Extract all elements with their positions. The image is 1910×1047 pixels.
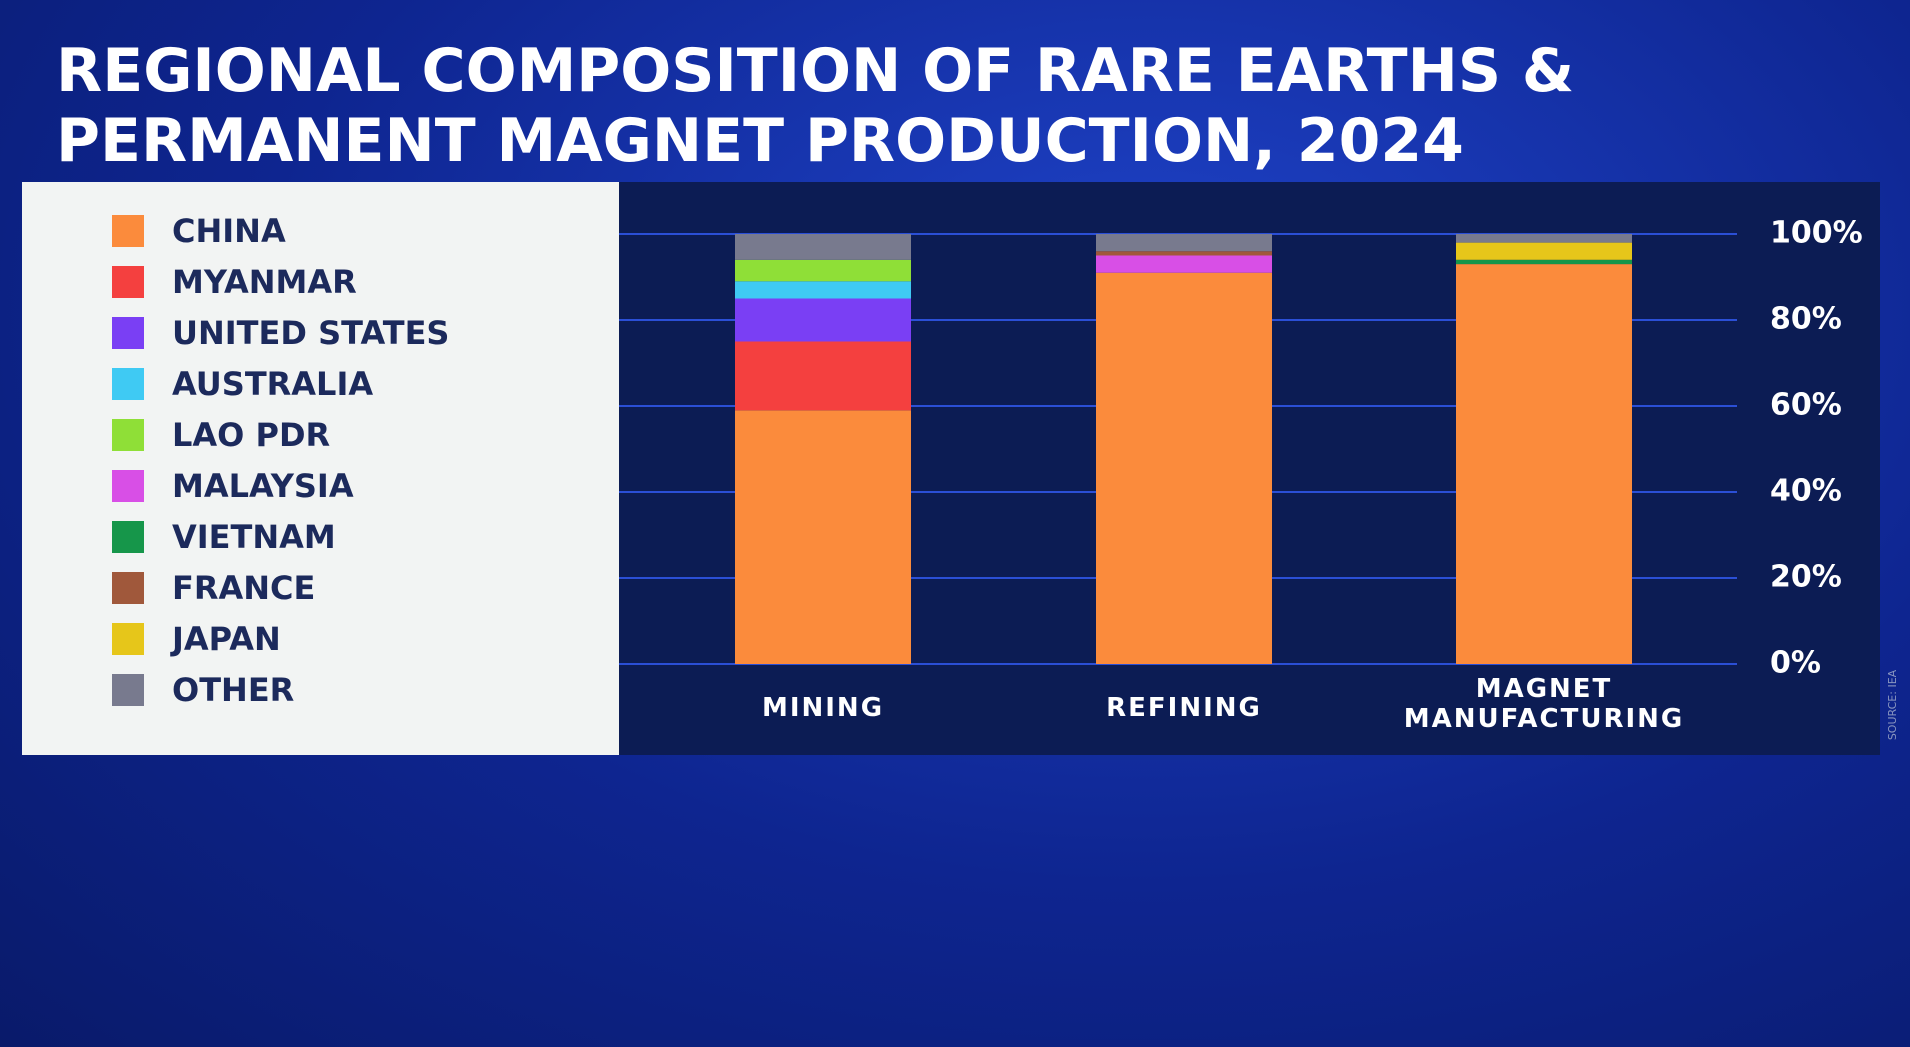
legend-label: UNITED STATES xyxy=(172,314,449,352)
x-tick-label: REFINING xyxy=(1106,693,1262,723)
source: SOURCE: IEA xyxy=(1886,669,1899,740)
legend-swatch xyxy=(112,470,144,502)
bar-segment xyxy=(735,281,911,299)
y-tick-label: 20% xyxy=(1770,560,1842,595)
bar-segment xyxy=(735,341,911,411)
bar-segment xyxy=(1096,234,1272,252)
legend-swatch xyxy=(112,368,144,400)
legend-label: JAPAN xyxy=(170,620,281,658)
x-tick-label: MAGNET MANUFACTURING xyxy=(1403,674,1685,734)
bar-segment xyxy=(1096,255,1272,273)
y-tick-label: 80% xyxy=(1770,302,1842,337)
bar-segment xyxy=(1456,234,1632,243)
legend-label: VIETNAM xyxy=(172,518,336,556)
y-tick-label: 0% xyxy=(1770,646,1821,681)
bar-segment xyxy=(1456,242,1632,260)
legend-swatch xyxy=(112,317,144,349)
legend-label: AUSTRALIA xyxy=(172,365,373,403)
y-tick-label: 40% xyxy=(1770,474,1842,509)
bar-segment xyxy=(735,259,911,282)
x-tick-label: MINING xyxy=(761,693,885,723)
y-tick-label: 100% xyxy=(1770,216,1863,251)
legend-swatch xyxy=(112,215,144,247)
bar-segment xyxy=(735,234,911,260)
legend-swatch xyxy=(112,419,144,451)
legend-label: FRANCE xyxy=(172,569,315,607)
legend-swatch xyxy=(112,266,144,298)
legend-label: MALAYSIA xyxy=(172,467,354,505)
legend-swatch xyxy=(112,623,144,655)
legend-label: MYANMAR xyxy=(172,263,357,301)
legend-swatch xyxy=(112,521,144,553)
legend-swatch xyxy=(112,572,144,604)
bar-segment xyxy=(735,298,911,342)
legend-label: OTHER xyxy=(172,671,294,709)
bar-segment xyxy=(735,410,911,664)
bar-segment xyxy=(1096,272,1272,664)
chart-title: REGIONAL COMPOSITION OF RARE EARTHS & PE… xyxy=(56,36,1575,176)
bar-segment xyxy=(1096,251,1272,256)
legend-label: CHINA xyxy=(172,212,286,250)
legend-label: LAO PDR xyxy=(172,416,330,454)
y-tick-label: 60% xyxy=(1770,388,1842,423)
bar-segment xyxy=(1456,259,1632,265)
bar-segment xyxy=(1456,264,1632,664)
legend-swatch xyxy=(112,674,144,706)
